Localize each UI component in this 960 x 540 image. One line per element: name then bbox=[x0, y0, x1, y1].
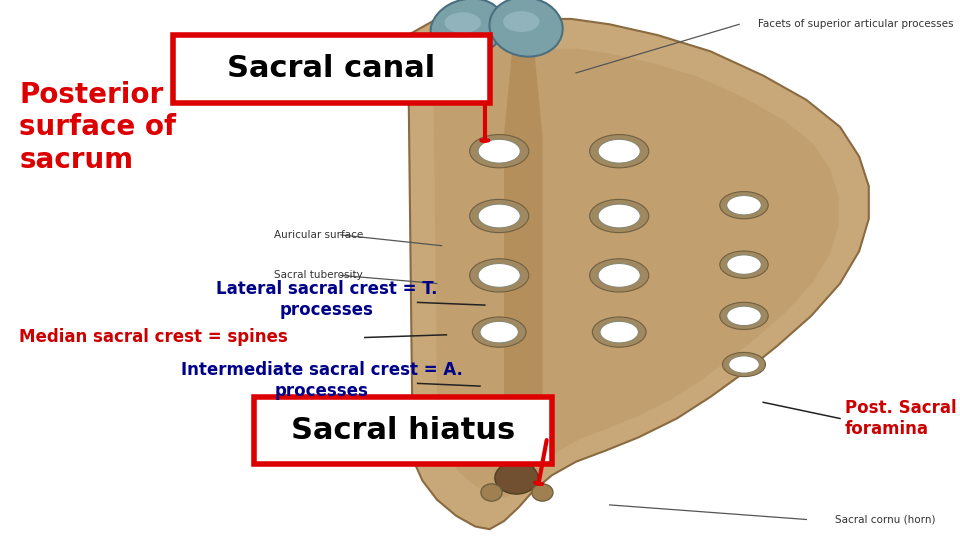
Text: Post. Sacral
foramina: Post. Sacral foramina bbox=[845, 399, 956, 438]
Circle shape bbox=[589, 199, 649, 233]
Circle shape bbox=[720, 302, 768, 329]
Circle shape bbox=[727, 306, 761, 326]
Polygon shape bbox=[504, 35, 542, 486]
Circle shape bbox=[592, 317, 646, 347]
Ellipse shape bbox=[532, 484, 553, 501]
Polygon shape bbox=[433, 44, 839, 498]
Text: Median sacral crest = spines: Median sacral crest = spines bbox=[19, 328, 288, 347]
Circle shape bbox=[720, 192, 768, 219]
Circle shape bbox=[598, 139, 640, 163]
FancyBboxPatch shape bbox=[173, 35, 490, 103]
FancyBboxPatch shape bbox=[254, 397, 552, 464]
Text: Auricular surface: Auricular surface bbox=[274, 230, 363, 240]
Circle shape bbox=[478, 139, 520, 163]
Ellipse shape bbox=[444, 12, 481, 33]
Ellipse shape bbox=[490, 0, 563, 57]
Text: Lateral sacral crest = T.
processes: Lateral sacral crest = T. processes bbox=[216, 280, 437, 319]
Circle shape bbox=[589, 134, 649, 168]
Circle shape bbox=[469, 199, 529, 233]
Circle shape bbox=[480, 321, 518, 343]
Polygon shape bbox=[408, 14, 869, 529]
Circle shape bbox=[720, 251, 768, 278]
Text: Sacral canal: Sacral canal bbox=[228, 55, 435, 83]
Circle shape bbox=[600, 321, 638, 343]
Circle shape bbox=[727, 195, 761, 215]
Circle shape bbox=[727, 255, 761, 274]
Circle shape bbox=[598, 204, 640, 228]
Text: Facets of superior articular processes: Facets of superior articular processes bbox=[758, 19, 954, 29]
Ellipse shape bbox=[503, 11, 540, 32]
Circle shape bbox=[478, 264, 520, 287]
Circle shape bbox=[472, 317, 526, 347]
Ellipse shape bbox=[430, 0, 505, 58]
Text: Intermediate sacral crest = A.
processes: Intermediate sacral crest = A. processes bbox=[180, 361, 463, 400]
Circle shape bbox=[598, 264, 640, 287]
Text: Sacral cornu (horn): Sacral cornu (horn) bbox=[835, 515, 936, 524]
Ellipse shape bbox=[481, 484, 502, 501]
Circle shape bbox=[589, 259, 649, 292]
Text: Sacral tuberosity: Sacral tuberosity bbox=[274, 271, 362, 280]
Text: Sacral hiatus: Sacral hiatus bbox=[291, 416, 516, 445]
Circle shape bbox=[469, 134, 529, 168]
Ellipse shape bbox=[495, 462, 538, 494]
Circle shape bbox=[729, 356, 759, 373]
Circle shape bbox=[723, 353, 765, 376]
Circle shape bbox=[469, 259, 529, 292]
Text: Posterior
surface of
sacrum: Posterior surface of sacrum bbox=[19, 81, 177, 174]
Circle shape bbox=[478, 204, 520, 228]
